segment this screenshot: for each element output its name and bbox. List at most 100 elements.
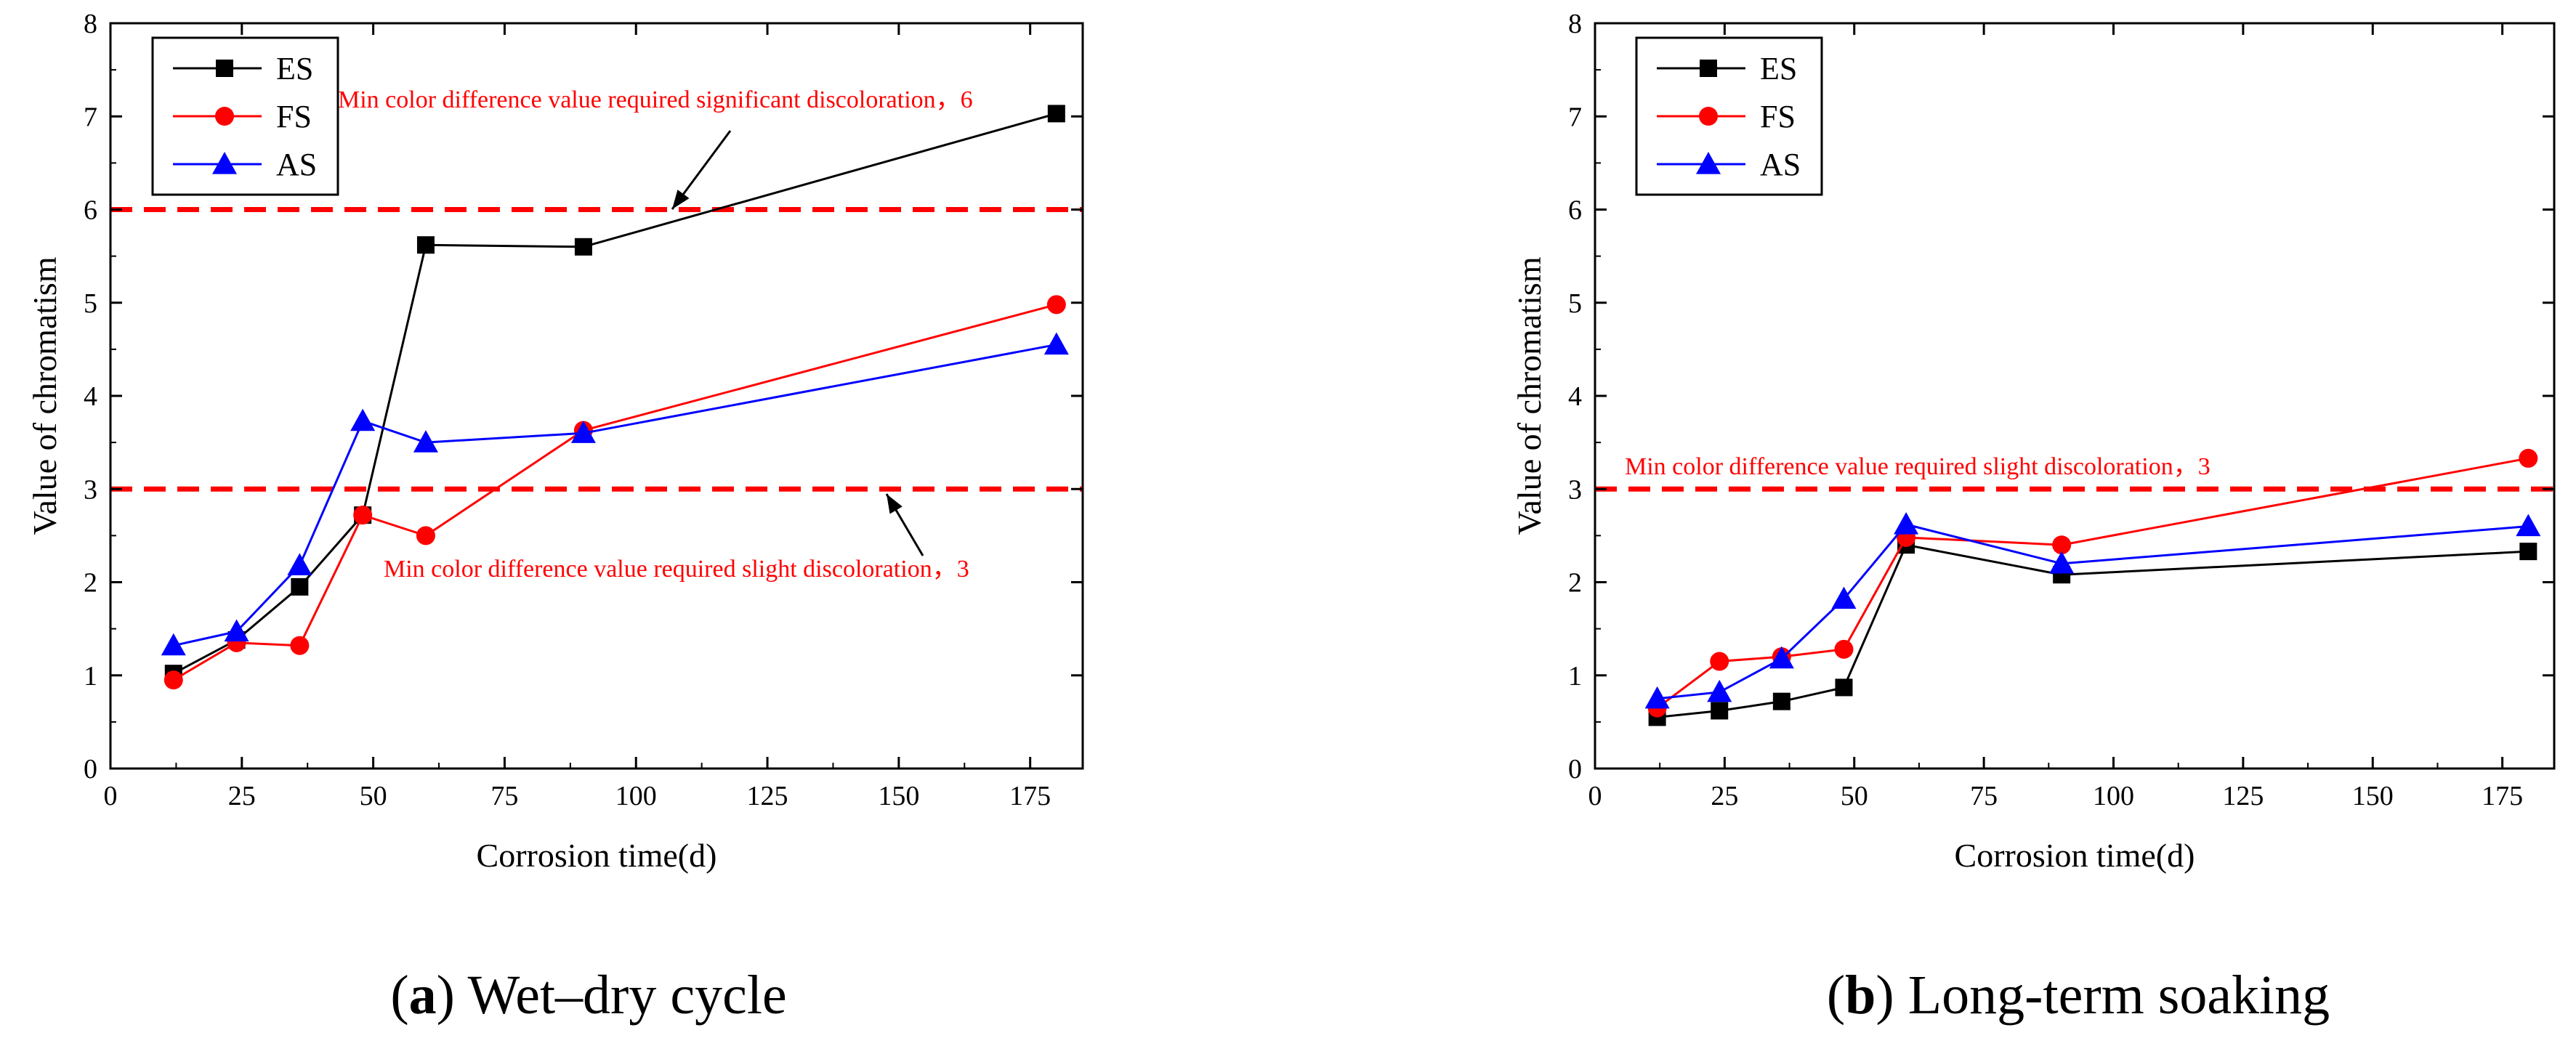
data-point-as: [413, 430, 438, 453]
x-tick-label: 50: [1841, 781, 1868, 811]
caption-close-paren: ): [1876, 965, 1907, 1026]
data-point-fs: [416, 526, 435, 546]
data-point-fs: [2052, 535, 2072, 555]
y-tick-label: 8: [84, 9, 97, 39]
x-tick-label: 50: [360, 781, 387, 811]
x-tick-label: 175: [2482, 781, 2523, 811]
legend-marker-as: [212, 152, 237, 174]
caption-text: Long-term soaking: [1908, 965, 2330, 1026]
y-tick-label: 0: [84, 754, 97, 784]
y-tick-label: 5: [84, 288, 97, 319]
y-tick-label: 7: [84, 102, 97, 132]
legend-marker-fs: [1699, 107, 1718, 126]
y-tick-label: 8: [1568, 9, 1582, 39]
reference-line-label: Min color difference value required slig…: [384, 556, 969, 583]
data-point-fs: [1834, 639, 1854, 659]
y-tick-label: 1: [1568, 661, 1582, 692]
y-tick-label: 6: [1568, 195, 1582, 226]
y-tick-label: 6: [84, 195, 97, 226]
x-tick-label: 150: [2352, 781, 2394, 811]
x-tick-label: 125: [2222, 781, 2264, 811]
data-point-as: [1894, 511, 1919, 535]
caption-letter: b: [1845, 965, 1876, 1026]
data-point-es: [574, 238, 592, 256]
y-tick-label: 1: [84, 661, 97, 692]
data-point-es: [291, 577, 309, 596]
data-point-es: [2519, 543, 2537, 561]
panel-caption: (a) Wet–dry cycle: [390, 965, 786, 1026]
reference-line-label: Min color difference value required slig…: [1625, 453, 2210, 480]
y-tick-label: 7: [1568, 102, 1582, 132]
y-tick-label: 4: [84, 381, 97, 412]
caption-text: Wet–dry cycle: [468, 965, 787, 1026]
reference-line-label: Min color difference value required sign…: [338, 86, 973, 113]
legend: ES FS AS: [1635, 36, 1823, 196]
legend-marker-fs: [215, 107, 234, 126]
x-tick-label: 25: [1711, 781, 1738, 811]
data-point-fs: [163, 670, 183, 690]
data-point-fs: [1710, 652, 1729, 671]
x-tick-label: 150: [878, 781, 919, 811]
annotation-arrow-head: [887, 494, 903, 514]
series-line-fs: [173, 303, 1057, 681]
data-point-as: [1644, 686, 1670, 709]
legend-label-as: AS: [276, 147, 317, 182]
data-point-as: [1831, 586, 1857, 609]
caption-open-paren: (: [1827, 965, 1845, 1026]
y-tick-label: 0: [1568, 754, 1582, 784]
series-line-fs: [1656, 457, 2529, 709]
y-tick-label: 5: [1568, 288, 1582, 319]
data-point-es: [1711, 702, 1729, 720]
series-line-es: [1657, 543, 2529, 718]
legend-label-es: ES: [1760, 51, 1797, 86]
data-point-es: [1772, 692, 1790, 710]
y-tick-label: 2: [84, 568, 97, 599]
data-point-as: [2049, 551, 2075, 574]
x-tick-label: 75: [490, 781, 518, 811]
x-tick-label: 125: [747, 781, 788, 811]
data-point-as: [350, 408, 376, 431]
data-point-as: [1707, 679, 1732, 702]
y-axis-label: Value of chromatism: [26, 256, 63, 535]
legend-label-fs: FS: [1760, 99, 1796, 134]
data-point-fs: [290, 636, 310, 655]
data-point-as: [1043, 332, 1069, 355]
data-point-as: [1769, 646, 1794, 669]
data-point-fs: [1046, 295, 1066, 315]
x-axis-label: Corrosion time(d): [477, 837, 717, 874]
legend-label-fs: FS: [276, 99, 312, 134]
y-tick-label: 3: [1568, 474, 1582, 505]
legend-marker-es: [216, 60, 233, 77]
x-tick-label: 75: [1970, 781, 1998, 811]
x-tick-label: 0: [104, 781, 118, 811]
series-fs: [163, 295, 1066, 690]
data-point-es: [1835, 678, 1853, 697]
legend: ES FS AS: [151, 36, 339, 196]
x-tick-label: 100: [615, 781, 657, 811]
x-tick-label: 25: [228, 781, 256, 811]
caption-open-paren: (: [390, 965, 408, 1026]
series-as: [1644, 511, 2541, 709]
annotation-arrow-head: [672, 190, 690, 209]
data-point-as: [161, 633, 186, 656]
x-tick-label: 0: [1588, 781, 1602, 811]
data-point-es: [416, 236, 435, 254]
chart-panel-b: Min color difference value required slig…: [1511, 9, 2556, 1026]
x-axis-label: Corrosion time(d): [1955, 837, 2195, 874]
data-point-as: [570, 421, 596, 443]
caption-close-paren: ): [437, 965, 468, 1026]
y-axis-label: Value of chromatism: [1511, 256, 1548, 535]
legend-marker-es: [1700, 60, 1717, 77]
legend-label-es: ES: [276, 51, 313, 86]
data-point-as: [2516, 514, 2541, 537]
y-tick-label: 3: [84, 474, 97, 505]
caption-letter: a: [409, 965, 437, 1026]
legend-label-as: AS: [1760, 147, 1801, 182]
y-tick-label: 2: [1568, 568, 1582, 599]
data-point-fs: [2519, 448, 2538, 468]
chart-panel-a: Min color difference value required sign…: [26, 9, 1084, 1026]
series-es: [1648, 536, 2537, 726]
panel-caption: (b) Long-term soaking: [1827, 965, 2330, 1026]
x-tick-label: 175: [1009, 781, 1051, 811]
